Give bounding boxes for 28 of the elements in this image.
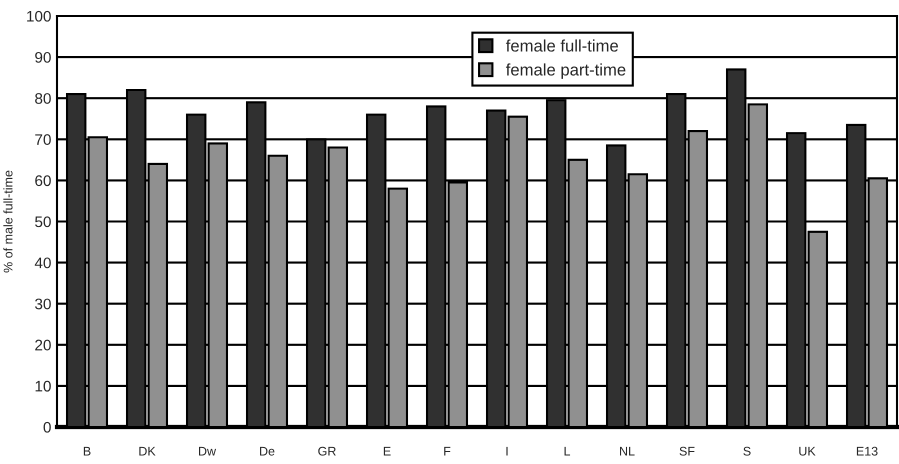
y-tick-label: 50 [35, 216, 51, 228]
y-tick-label: 0 [44, 422, 51, 433]
y-tick-label: 80 [35, 93, 51, 104]
x-tick-label: S [743, 446, 751, 456]
x-tick-label: NL [620, 446, 635, 456]
x-tick-label: I [506, 446, 508, 456]
y-tick-label: 60 [35, 175, 51, 186]
y-tick-label: 40 [34, 257, 51, 268]
x-tick-label: SF [680, 446, 694, 456]
x-tick-label: GR [318, 446, 336, 456]
legend-label: female part-time [506, 63, 626, 79]
y-tick-label: 100 [27, 10, 51, 22]
x-tick-label: Dw [199, 446, 216, 456]
x-tick-label: F [444, 446, 450, 456]
x-tick-label: E13 [856, 446, 878, 456]
x-tick-label: DK [139, 446, 156, 456]
x-tick-label: L [564, 446, 570, 456]
y-tick-label: 30 [35, 298, 51, 310]
x-tick-label: De [260, 446, 274, 456]
y-axis-title: % of male full-time [3, 170, 13, 272]
y-tick-label: 20 [35, 340, 51, 350]
y-tick-label: 90 [35, 52, 51, 63]
x-tick-label: E [384, 446, 391, 456]
x-tick-label: B [84, 446, 91, 456]
y-tick-label: 10 [36, 380, 51, 392]
y-tick-label: 70 [35, 134, 51, 145]
legend-label: female full-time [506, 39, 618, 52]
x-tick-label: UK [799, 446, 816, 456]
